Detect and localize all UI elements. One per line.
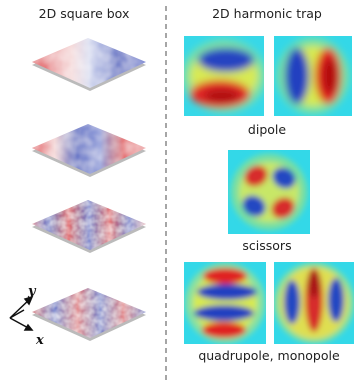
left-panel-title: 2D square box [38, 6, 130, 21]
dipole-image-2 [274, 36, 352, 116]
dipole-label: dipole [247, 122, 287, 137]
quadrupole-image [184, 262, 266, 344]
square-box-slab-4 [32, 288, 146, 341]
scissors-label: scissors [242, 238, 292, 253]
axis-arrows [9, 295, 34, 331]
y-axis-label: y [27, 284, 37, 299]
x-axis-label: x [35, 333, 44, 348]
square-box-slab-3 [32, 200, 146, 253]
right-panel-title: 2D harmonic trap [212, 6, 322, 21]
square-box-slab-2 [32, 124, 146, 177]
dipole-image-1 [184, 36, 264, 116]
monopole-image [274, 262, 354, 344]
square-box-slab-1 [32, 38, 146, 91]
scissors-image [228, 150, 310, 234]
quadrupole-monopole-label: quadrupole, monopole [198, 348, 340, 363]
